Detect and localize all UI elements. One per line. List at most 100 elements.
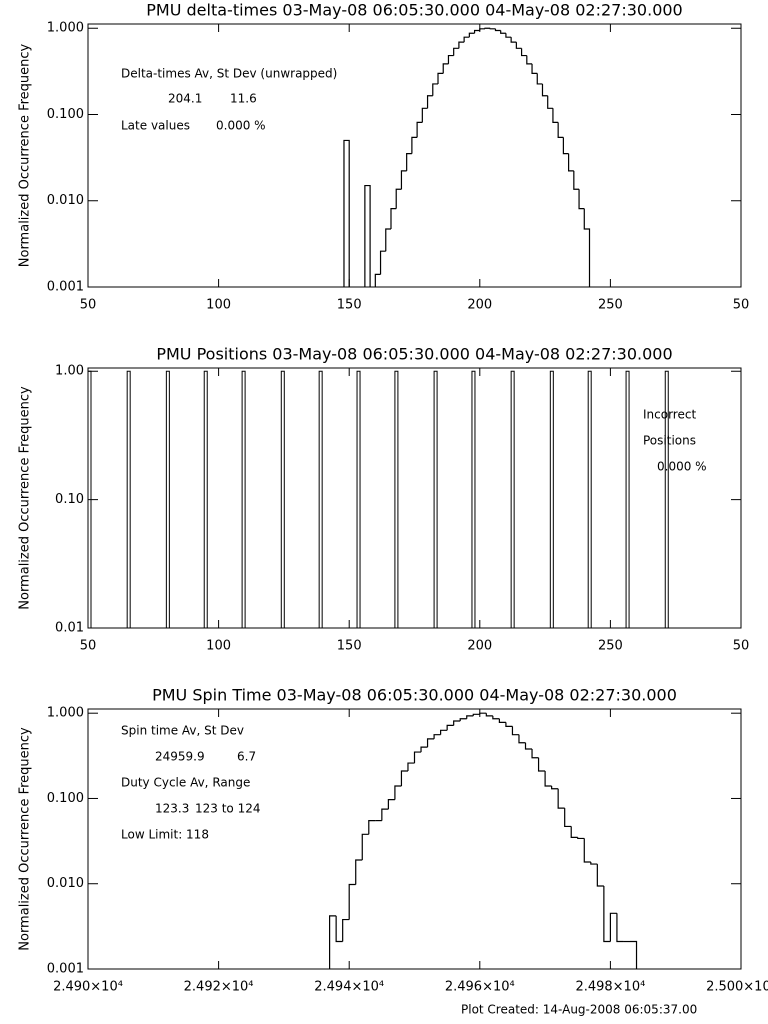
y-axis-label: Normalized Occurrence Frequency	[18, 43, 33, 267]
x-tick-label: 50	[80, 298, 97, 313]
histogram-step	[531, 63, 538, 74]
x-tick-label: 50	[733, 639, 750, 654]
histogram-step	[505, 722, 513, 728]
histogram-step	[485, 713, 493, 717]
histogram-step	[536, 73, 543, 85]
y-axis-label: Normalized Occurrence Frequency	[18, 727, 33, 951]
histogram-step	[459, 718, 467, 721]
bar	[587, 370, 592, 629]
y-tick-label: 1.00	[55, 364, 84, 379]
histogram-step	[407, 762, 415, 771]
histogram-step	[500, 30, 506, 34]
histogram-step	[564, 808, 572, 828]
x-tick-label: 100	[206, 639, 231, 654]
histogram-step	[498, 718, 506, 723]
histogram-step	[552, 108, 559, 123]
histogram-step	[520, 48, 527, 57]
x-tick-label: 50	[80, 639, 97, 654]
x-tick-label: 100	[206, 298, 231, 313]
histogram-step	[420, 746, 428, 753]
histogram-step	[557, 788, 565, 809]
histogram-step	[437, 72, 444, 84]
histogram-step	[343, 139, 350, 287]
x-tick-label: 2.500×10⁴	[706, 980, 768, 995]
x-tick-label: 2.498×10⁴	[575, 980, 645, 995]
histogram-step	[379, 250, 386, 275]
histogram-step	[411, 136, 418, 154]
x-tick-label: 2.496×10⁴	[445, 980, 515, 995]
histogram-step	[518, 734, 526, 744]
histogram-step	[492, 715, 500, 720]
histogram-step	[515, 42, 522, 49]
histogram-step	[394, 785, 402, 800]
histogram-step	[426, 95, 433, 109]
histogram-step	[355, 859, 363, 885]
annotation: 123.3	[155, 802, 189, 816]
y-tick-label: 0.001	[47, 962, 84, 977]
histogram-step	[505, 33, 512, 38]
annotation: Delta-times Av, St Dev (unwrapped)	[121, 67, 337, 81]
bar	[625, 370, 630, 629]
bar	[471, 370, 476, 629]
bar	[165, 370, 170, 629]
x-tick-label: 200	[467, 298, 492, 313]
histogram-step	[568, 153, 574, 172]
histogram-step	[374, 273, 381, 287]
histogram-step	[342, 918, 350, 942]
histogram-step	[511, 726, 519, 736]
histogram-step	[590, 861, 598, 865]
histogram-step	[453, 47, 459, 56]
bar	[510, 370, 515, 629]
histogram-step	[390, 208, 397, 230]
annotation: Positions	[643, 434, 696, 448]
bar	[280, 370, 285, 629]
bar	[664, 370, 669, 629]
histogram-step	[570, 826, 578, 838]
plot-frame	[87, 708, 742, 970]
histogram-step	[616, 913, 624, 943]
x-tick-label: 150	[337, 639, 362, 654]
histogram-step	[472, 713, 480, 716]
histogram-step	[406, 153, 412, 171]
y-tick-label: 1.000	[47, 706, 84, 721]
histogram-step	[479, 28, 486, 31]
histogram-step	[544, 770, 552, 787]
bar	[394, 370, 399, 629]
histogram-step	[551, 786, 559, 790]
y-tick-label: 0.100	[47, 791, 84, 806]
plot-frame	[87, 23, 742, 288]
y-tick-label: 0.10	[55, 492, 84, 507]
histogram-step	[524, 742, 533, 750]
histogram-step	[453, 720, 461, 726]
histogram-step	[479, 712, 487, 715]
histogram-step	[526, 55, 533, 65]
annotation: Low Limit: 118	[121, 828, 209, 842]
histogram-step	[387, 798, 395, 810]
histogram-step	[433, 734, 441, 739]
histogram-step	[385, 228, 391, 252]
x-tick-label: 2.492×10⁴	[184, 980, 254, 995]
histogram-step	[583, 838, 591, 863]
annotation: Late values	[121, 119, 190, 133]
histogram-step	[468, 32, 475, 38]
histogram-step	[473, 29, 480, 34]
bar	[549, 370, 554, 629]
y-tick-label: 0.010	[47, 193, 84, 208]
histogram-step	[447, 54, 454, 64]
histogram-step	[573, 170, 580, 190]
histogram-step	[494, 28, 501, 32]
histogram-step	[557, 122, 564, 138]
histogram-step	[421, 107, 428, 123]
chart-title: PMU delta-times 03-May-08 06:05:30.000 0…	[146, 1, 682, 20]
annotation: 0.000 %	[657, 460, 707, 474]
histogram-step	[329, 915, 337, 969]
histogram-step	[510, 37, 517, 43]
annotation: 11.6	[230, 92, 257, 106]
histogram-step	[335, 915, 343, 943]
bar	[241, 370, 246, 629]
histogram-step	[578, 189, 585, 210]
bar	[126, 370, 131, 629]
bar	[87, 370, 92, 629]
